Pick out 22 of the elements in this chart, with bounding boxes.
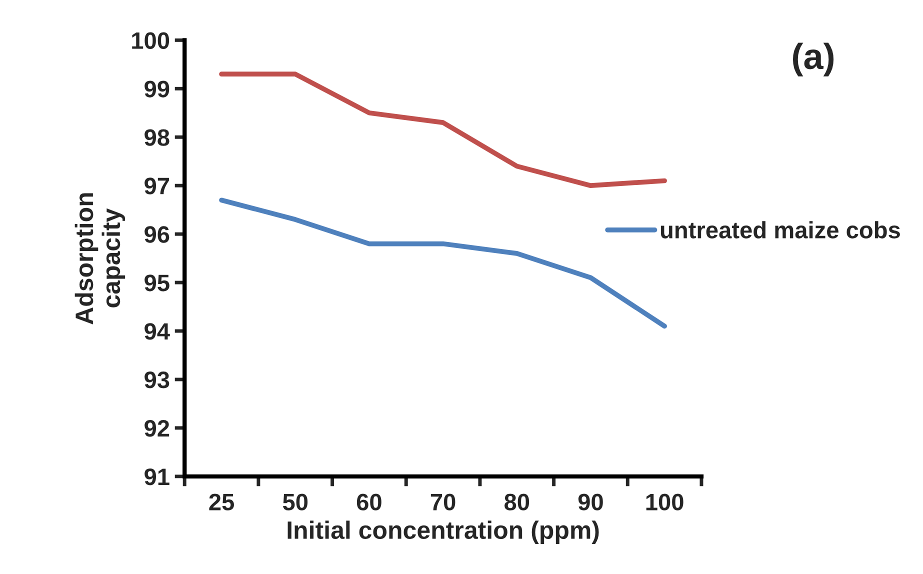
y-tick-label: 99 bbox=[144, 80, 170, 98]
x-tick-label: 25 bbox=[209, 494, 234, 510]
x-tick-label: 80 bbox=[504, 494, 530, 510]
x-tick-label: 50 bbox=[282, 494, 308, 510]
y-tick-label: 92 bbox=[144, 420, 170, 437]
y-tick-label: 91 bbox=[144, 468, 170, 486]
text: (a) bbox=[792, 42, 834, 76]
x-axis-title: Initial concentration (ppm) bbox=[288, 520, 599, 544]
y-tick-label: 93 bbox=[144, 372, 170, 388]
y-tick-label: 95 bbox=[144, 274, 170, 292]
y-axis-title: Adsorption capacity bbox=[74, 193, 126, 324]
x-tick-label: 60 bbox=[356, 494, 382, 510]
line-series bbox=[219, 72, 667, 188]
x-tick-label: 100 bbox=[646, 494, 684, 510]
legend-label: untreated maize cobs bbox=[660, 221, 900, 238]
y-tick-label: 100 bbox=[132, 32, 170, 49]
y-tick-label: 96 bbox=[144, 226, 170, 243]
y-tick-label: 94 bbox=[144, 323, 170, 340]
x-tick-label: 90 bbox=[578, 494, 603, 510]
y-tick-label: 97 bbox=[144, 178, 169, 194]
y-tick-label: 98 bbox=[144, 129, 170, 146]
x-tick-label: 70 bbox=[430, 494, 456, 510]
